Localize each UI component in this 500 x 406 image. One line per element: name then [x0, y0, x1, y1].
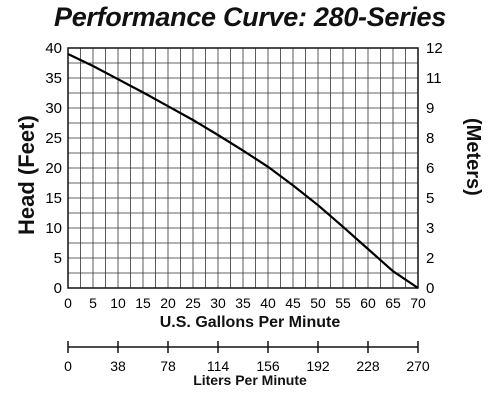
- performance-curve: [67, 53, 419, 289]
- x-tick-label: 20: [160, 295, 176, 311]
- y-right-tick-label: 12: [426, 40, 443, 57]
- liters-tick-label: 38: [110, 358, 126, 374]
- y-left-tick-label: 5: [54, 250, 62, 267]
- liters-tick-label: 228: [356, 358, 380, 374]
- y-right-tick-label: 5: [426, 190, 434, 207]
- y-right-tick-label: 9: [426, 100, 434, 117]
- x-tick-label: 30: [210, 295, 226, 311]
- x-tick-label: 65: [385, 295, 401, 311]
- y-left-tick-label: 0: [54, 280, 62, 297]
- y-right-tick-label: 2: [426, 250, 434, 267]
- x-tick-label: 15: [135, 295, 151, 311]
- x-tick-label: 10: [110, 295, 126, 311]
- y-axis-right-label: (Meters): [462, 118, 484, 196]
- liters-tick-label: 78: [160, 358, 176, 374]
- y-right-tick-label: 0: [426, 280, 434, 297]
- liters-tick-label: 114: [207, 358, 230, 374]
- y-right-tick-label: 11: [426, 70, 442, 87]
- y-left-tick-label: 40: [45, 40, 62, 57]
- y-left-tick-label: 25: [45, 130, 62, 147]
- y-left-tick-label: 10: [45, 220, 62, 237]
- x-tick-label: 45: [285, 295, 301, 311]
- x-tick-label: 50: [310, 295, 326, 311]
- y-left-tick-label: 35: [45, 70, 62, 87]
- x-axis-gpm-label: U.S. Gallons Per Minute: [159, 314, 341, 331]
- liters-tick-label: 192: [306, 358, 330, 374]
- x-tick-label: 25: [185, 295, 201, 311]
- y-right-tick-label: 8: [426, 130, 434, 147]
- y-right-tick-label: 3: [426, 220, 434, 237]
- chart-title: Performance Curve: 280-Series: [53, 2, 446, 32]
- y-left-tick-label: 15: [45, 190, 62, 207]
- y-left-tick-label: 30: [45, 100, 62, 117]
- x-tick-label: 0: [64, 295, 72, 311]
- x-tick-label: 55: [335, 295, 351, 311]
- x-tick-label: 35: [235, 295, 251, 311]
- liters-tick-label: 0: [64, 358, 72, 374]
- x-tick-label: 70: [410, 295, 426, 311]
- x-tick-label: 60: [360, 295, 376, 311]
- plot-frame: [67, 47, 419, 289]
- liters-tick-label: 156: [256, 358, 280, 374]
- x-tick-label: 40: [260, 295, 276, 311]
- x-axis-lpm-label: Liters Per Minute: [193, 372, 307, 388]
- y-axis-left-label: Head (Feet): [14, 115, 39, 235]
- y-right-tick-label: 6: [426, 160, 434, 177]
- liters-tick-label: 270: [406, 358, 430, 374]
- x-tick-label: 5: [89, 295, 97, 311]
- y-left-tick-label: 20: [45, 160, 62, 177]
